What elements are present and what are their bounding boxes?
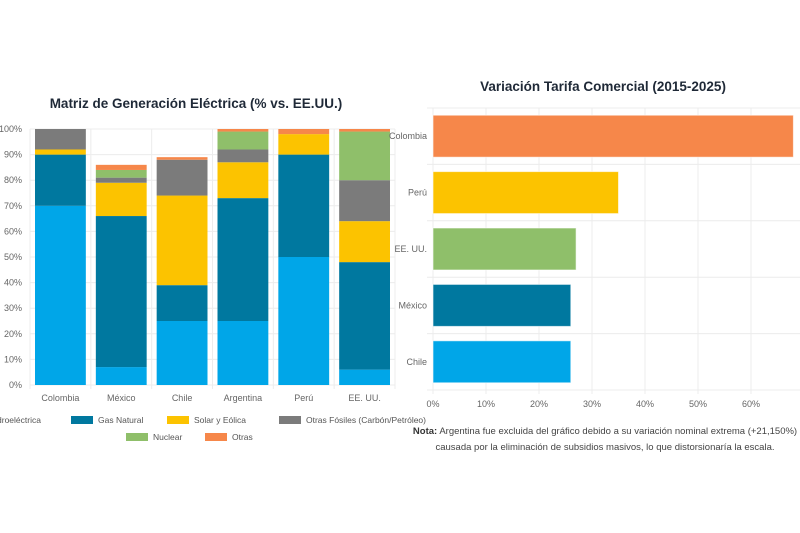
legend-label: Otras Fósiles (Carbón/Petróleo)	[306, 415, 426, 425]
y-tick-label: 20%	[4, 329, 22, 339]
bar-segment-hidroel-ctrica	[278, 257, 330, 385]
bar-segment-gas-natural	[217, 198, 269, 321]
legend-swatch	[71, 416, 93, 424]
bar-segment-otras-f-siles-carb-n-petr-leo-	[95, 177, 147, 183]
legend-label: Otras	[232, 432, 253, 442]
bar-segment-hidroel-ctrica	[217, 321, 269, 385]
bar	[432, 340, 572, 384]
bar-segment-otras	[156, 157, 208, 160]
x-tick-label: 50%	[689, 399, 707, 409]
right-chart-title: Variación Tarifa Comercial (2015-2025)	[480, 79, 726, 94]
bar-segment-solar-y-e-lica	[217, 162, 269, 199]
bar-segment-otras	[217, 129, 269, 132]
bar-segment-gas-natural	[95, 216, 147, 368]
x-tick-label: Perú	[294, 393, 313, 403]
y-tick-label: 80%	[4, 175, 22, 185]
legend-label: Solar y Eólica	[194, 415, 246, 425]
x-tick-label: Argentina	[224, 393, 263, 403]
bar-segment-gas-natural	[339, 262, 390, 370]
bar-segment-otras	[278, 129, 330, 135]
bar-segment-otras-f-siles-carb-n-petr-leo-	[156, 159, 208, 196]
x-tick-label: 40%	[636, 399, 654, 409]
bar	[432, 227, 577, 271]
y-tick-label: Perú	[408, 188, 427, 198]
bar-segment-solar-y-e-lica	[278, 134, 330, 155]
bar-segment-nuclear	[217, 131, 269, 150]
x-tick-label: 30%	[583, 399, 601, 409]
x-tick-label: 10%	[477, 399, 495, 409]
y-tick-label: 60%	[4, 226, 22, 236]
bar-segment-solar-y-e-lica	[339, 221, 390, 263]
x-tick-label: 20%	[530, 399, 548, 409]
left-chart-title: Matriz de Generación Eléctrica (% vs. EE…	[50, 96, 343, 111]
y-tick-label: México	[398, 300, 427, 310]
bar-segment-hidroel-ctrica	[35, 205, 86, 385]
y-tick-label: EE. UU.	[394, 244, 427, 254]
bar-segment-gas-natural	[278, 154, 330, 257]
y-tick-label: 70%	[4, 201, 22, 211]
legend-swatch	[205, 433, 227, 441]
x-tick-label: 60%	[742, 399, 760, 409]
bar-segment-hidroel-ctrica	[339, 369, 390, 385]
bar-segment-nuclear	[339, 131, 390, 181]
bar-segment-nuclear	[95, 169, 147, 178]
bar-segment-otras	[95, 164, 147, 170]
x-tick-label: Chile	[172, 393, 193, 403]
x-tick-label: EE. UU.	[348, 393, 381, 403]
legend-swatch	[167, 416, 189, 424]
bar	[432, 171, 619, 215]
chart-note: Nota: Argentina fue excluida del gráfico…	[400, 424, 800, 456]
bar-segment-solar-y-e-lica	[95, 182, 147, 217]
y-tick-label: 10%	[4, 354, 22, 364]
bar-segment-gas-natural	[156, 285, 208, 321]
bar-segment-otras-f-siles-carb-n-petr-leo-	[217, 149, 269, 163]
legend-swatch	[126, 433, 148, 441]
y-tick-label: 50%	[4, 252, 22, 262]
y-tick-label: 30%	[4, 303, 22, 313]
x-tick-label: Colombia	[41, 393, 79, 403]
legend-swatch	[279, 416, 301, 424]
bar-segment-hidroel-ctrica	[156, 321, 208, 385]
y-tick-label: 100%	[0, 124, 22, 134]
legend-label: Hidroeléctrica	[0, 415, 41, 425]
legend-label: Gas Natural	[98, 415, 143, 425]
bar-segment-hidroel-ctrica	[95, 367, 147, 385]
y-tick-label: Chile	[406, 357, 427, 367]
bar-segment-solar-y-e-lica	[156, 195, 208, 286]
note-label: Nota:	[412, 426, 438, 437]
bar-segment-otras	[339, 129, 390, 132]
y-tick-label: 90%	[4, 150, 22, 160]
legend-label: Nuclear	[153, 432, 182, 442]
bar-segment-otras-f-siles-carb-n-petr-leo-	[339, 180, 390, 222]
x-tick-label: 0%	[426, 399, 439, 409]
bar	[432, 114, 794, 158]
x-tick-label: México	[107, 393, 136, 403]
note-text: Argentina fue excluida del gráfico debid…	[435, 426, 798, 453]
y-tick-label: Colombia	[389, 131, 427, 141]
bar-segment-solar-y-e-lica	[35, 149, 86, 155]
bar-segment-gas-natural	[35, 154, 86, 206]
bar-segment-otras-f-siles-carb-n-petr-leo-	[35, 129, 86, 150]
y-tick-label: 0%	[9, 380, 22, 390]
bar	[432, 283, 572, 327]
y-tick-label: 40%	[4, 278, 22, 288]
